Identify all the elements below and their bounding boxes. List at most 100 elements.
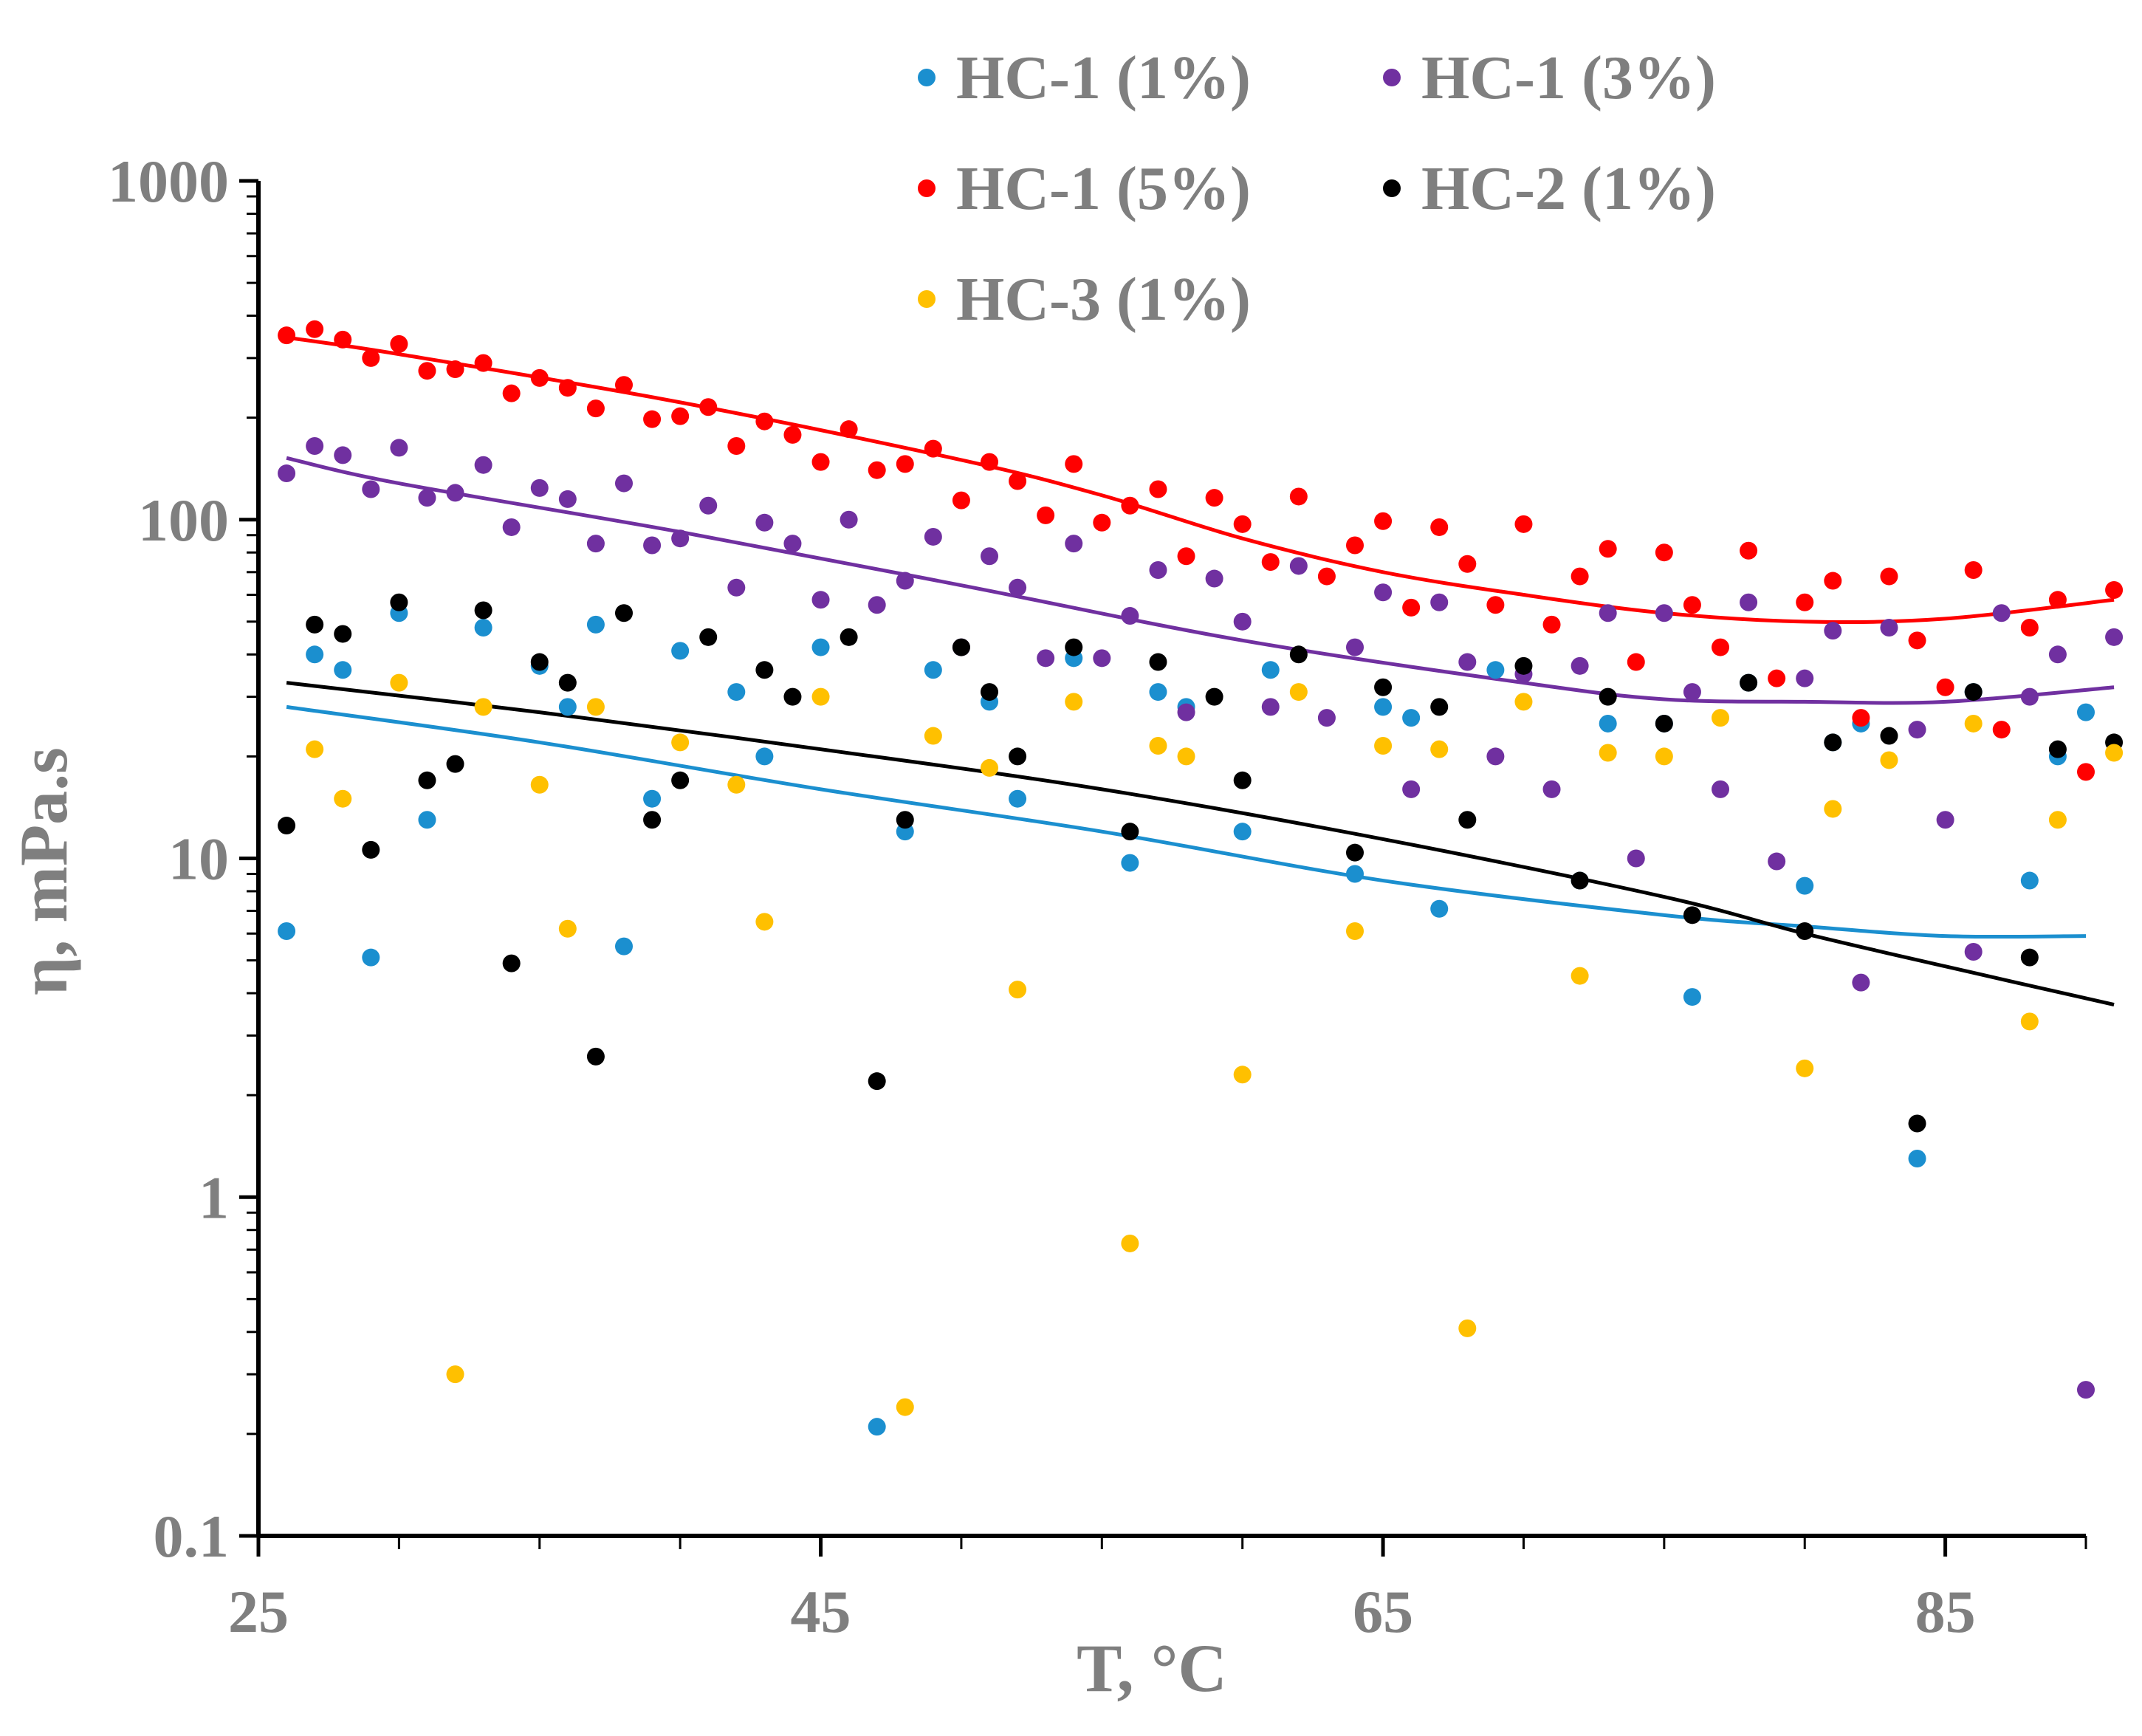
data-point-hc-1-3 (783, 535, 802, 553)
data-point-hc-1-5 (643, 410, 662, 428)
data-point-hc-1-5 (1009, 472, 1027, 490)
data-point-hc-3-1 (727, 775, 746, 794)
data-point-hc-1-1 (2077, 703, 2095, 721)
data-point-hc-1-5 (1037, 506, 1055, 524)
data-point-hc-1-1 (1486, 661, 1505, 679)
data-point-hc-1-1 (1233, 823, 1252, 841)
data-point-hc-2-1 (530, 653, 549, 671)
data-point-hc-3-1 (558, 919, 577, 938)
data-point-hc-2-1 (390, 593, 408, 611)
data-point-hc-2-1 (1880, 727, 1898, 745)
data-point-hc-1-3 (727, 578, 746, 597)
data-point-hc-2-1 (334, 625, 352, 643)
data-point-hc-2-1 (671, 771, 690, 789)
data-point-hc-1-5 (446, 360, 464, 379)
fit-curve-hc-1-1 (286, 704, 2087, 939)
data-point-hc-1-5 (1796, 593, 1814, 611)
legend-label: HC-1 (3%) (1421, 44, 1716, 112)
data-point-hc-1-5 (727, 436, 746, 455)
legend-label: HC-1 (5%) (956, 154, 1251, 223)
data-point-hc-2-1 (586, 1047, 605, 1066)
data-point-hc-3-1 (334, 789, 352, 808)
data-point-hc-3-1 (811, 687, 830, 706)
data-point-hc-2-1 (1009, 747, 1027, 766)
data-point-hc-1-3 (981, 547, 998, 566)
data-point-hc-2-1 (2048, 740, 2067, 758)
y-tick-label: 1 (199, 1164, 229, 1231)
data-point-hc-1-3 (1740, 593, 1758, 611)
data-point-hc-2-1 (952, 638, 970, 656)
data-point-hc-1-1 (2020, 871, 2039, 890)
data-point-hc-1-5 (1627, 653, 1645, 671)
data-point-hc-1-5 (390, 334, 408, 353)
data-point-hc-1-5 (2077, 763, 2095, 781)
data-point-hc-1-3 (1458, 653, 1477, 671)
data-point-hc-3-1 (2020, 1012, 2039, 1031)
data-point-hc-2-1 (1571, 871, 1589, 890)
data-point-hc-2-1 (755, 661, 774, 679)
data-point-hc-1-3 (1317, 709, 1336, 727)
legend: HC-1 (1%) HC-1 (3%) HC-1 (5%) HC-2 (1%) HC-3… (918, 44, 1716, 334)
data-point-hc-2-1 (1514, 656, 1533, 675)
data-point-hc-1-5 (1317, 567, 1336, 586)
data-point-hc-2-1 (1683, 906, 1701, 924)
data-point-hc-2-1 (1599, 687, 1617, 706)
data-point-hc-2-1 (2020, 948, 2039, 967)
data-point-hc-3-1 (1149, 736, 1167, 755)
data-point-hc-1-5 (362, 349, 380, 367)
data-point-hc-1-3 (1936, 811, 1954, 829)
data-point-hc-1-3 (1402, 780, 1421, 798)
data-point-hc-2-1 (868, 1072, 886, 1091)
data-point-hc-3-1 (1712, 709, 1729, 727)
data-point-hc-3-1 (586, 698, 605, 716)
x-tick-label: 45 (791, 1578, 851, 1645)
data-point-hc-1-1 (1261, 661, 1280, 679)
data-point-hc-3-1 (755, 913, 774, 931)
data-point-hc-1-5 (699, 398, 718, 416)
data-point-hc-2-1 (418, 771, 436, 789)
data-point-hc-1-3 (643, 536, 662, 555)
data-point-hc-1-5 (474, 354, 492, 372)
data-point-hc-1-3 (1852, 973, 1870, 992)
data-point-hc-3-1 (1514, 693, 1533, 711)
data-point-hc-1-5 (615, 376, 633, 394)
data-point-hc-2-1 (1374, 678, 1393, 696)
data-point-hc-1-3 (615, 474, 633, 493)
data-point-hc-1-1 (586, 615, 605, 634)
data-point-hc-1-5 (1852, 709, 1870, 727)
data-point-hc-3-1 (1599, 744, 1617, 762)
data-point-hc-1-5 (586, 399, 605, 418)
data-point-hc-3-1 (1964, 714, 1983, 733)
fit-curve-hc-2-1 (286, 681, 2115, 1007)
data-point-hc-1-1 (1374, 698, 1393, 716)
data-point-hc-1-3 (1037, 649, 1055, 668)
data-point-hc-1-3 (1065, 535, 1083, 553)
legend-marker (918, 69, 936, 86)
data-point-hc-2-1 (1964, 683, 1983, 701)
data-point-hc-1-3 (2048, 645, 2067, 664)
data-point-hc-3-1 (1289, 683, 1308, 701)
data-point-hc-1-3 (1205, 569, 1223, 588)
data-point-hc-1-3 (1992, 604, 2011, 622)
data-point-hc-1-5 (1486, 596, 1505, 614)
data-point-hc-2-1 (1289, 645, 1308, 664)
legend-marker (1383, 179, 1401, 197)
data-point-hc-1-3 (306, 436, 324, 455)
data-point-hc-1-5 (1514, 515, 1533, 533)
data-point-hc-2-1 (1205, 687, 1223, 706)
y-tick-label: 0.1 (154, 1503, 230, 1570)
data-point-hc-3-1 (1824, 800, 1842, 818)
data-point-hc-1-1 (334, 661, 352, 679)
data-point-hc-1-1 (868, 1418, 886, 1436)
data-point-hc-1-3 (2077, 1381, 2095, 1399)
data-point-hc-1-5 (1683, 596, 1701, 614)
data-point-hc-3-1 (1655, 747, 1673, 766)
data-point-hc-3-1 (1177, 747, 1195, 766)
data-point-hc-1-3 (755, 513, 774, 532)
data-point-hc-1-3 (1683, 683, 1701, 701)
data-point-hc-2-1 (643, 811, 662, 829)
data-point-hc-1-5 (755, 412, 774, 430)
data-point-hc-1-3 (1093, 649, 1111, 668)
y-tick-label: 10 (168, 826, 229, 893)
data-point-hc-1-3 (334, 446, 352, 464)
